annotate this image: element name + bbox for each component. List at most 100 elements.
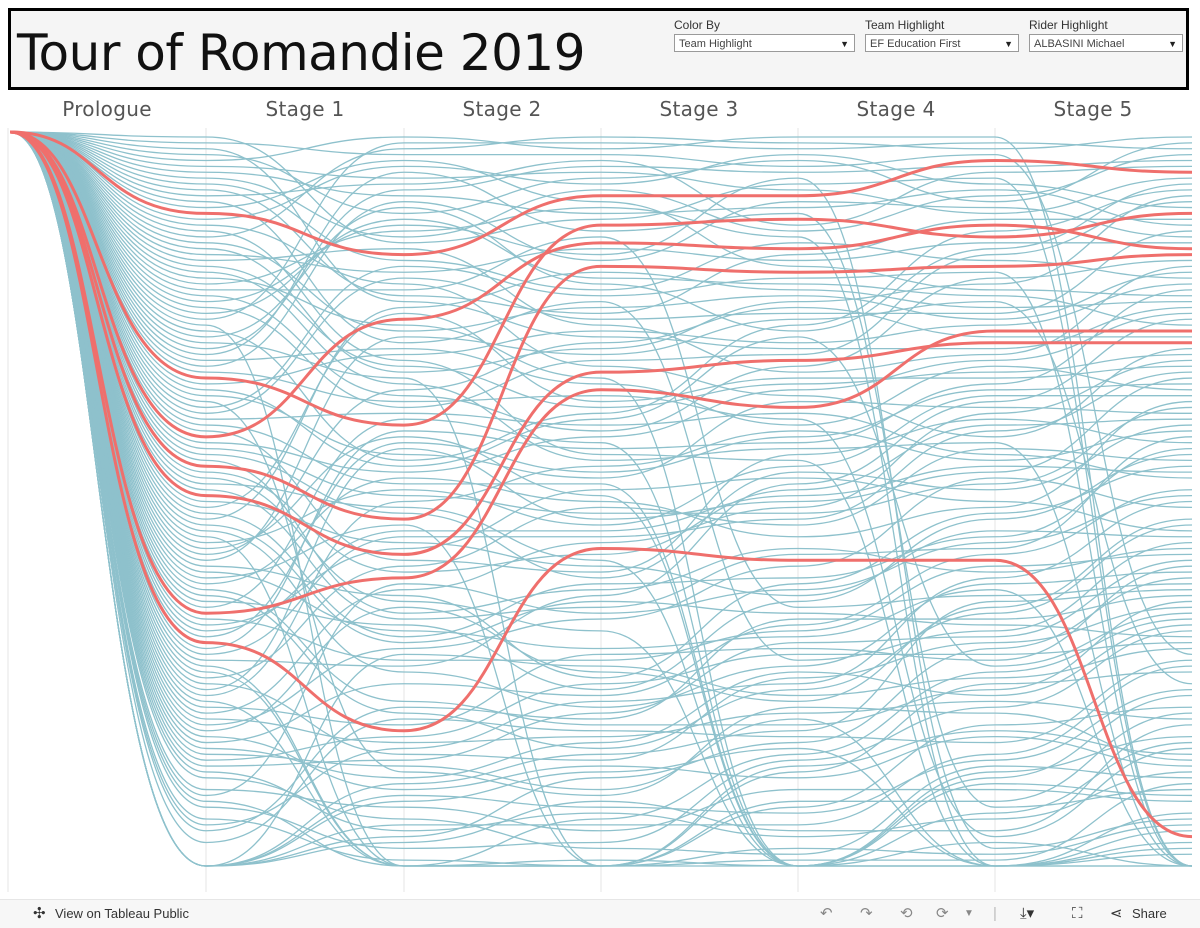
- share-button[interactable]: Share: [1132, 906, 1167, 921]
- rider-line: [9, 131, 1193, 656]
- rider-line: [9, 131, 1193, 867]
- rider-line: [9, 131, 1193, 838]
- rider-line: [9, 131, 1193, 291]
- tableau-icon: ✣: [33, 905, 46, 922]
- stage-label-stage-4: Stage 4: [856, 97, 936, 121]
- stage-label-stage-3: Stage 3: [659, 97, 739, 121]
- rider-line: [9, 131, 1193, 350]
- rider-line: [9, 131, 1193, 667]
- rider-line: [9, 131, 1193, 691]
- rider-line: [9, 131, 1193, 215]
- rider-line: [9, 131, 1193, 409]
- rider-line: [9, 131, 1193, 867]
- rider-line: [9, 131, 1193, 332]
- rider-line: [9, 131, 1193, 520]
- rider-line: [9, 131, 1193, 867]
- bump-chart: [7, 128, 1193, 892]
- rider-line: [9, 131, 1193, 867]
- download-icon[interactable]: ⤓▾: [1020, 905, 1035, 922]
- rider-line: [9, 131, 1193, 215]
- highlighted-rider-line: [9, 130, 1193, 439]
- rider-line: [9, 131, 1193, 573]
- stage-label-stage-5: Stage 5: [1053, 97, 1133, 121]
- dropdown-arrow-icon: ▼: [840, 39, 849, 49]
- rider-line: [9, 131, 1193, 744]
- highlighted-rider-line: [9, 130, 1193, 257]
- rider-line: [9, 131, 1193, 761]
- rider-line: [9, 131, 1193, 350]
- rider-line: [9, 131, 1193, 797]
- rider-line: [9, 131, 1193, 644]
- rider-line: [9, 131, 1193, 297]
- rider-line: [9, 131, 1192, 544]
- rider-line: [9, 131, 1193, 726]
- rider-line: [9, 131, 1193, 867]
- rider-line: [9, 131, 1193, 626]
- dropdown-arrow-icon: ▼: [1004, 39, 1013, 49]
- view-on-tableau-link[interactable]: View on Tableau Public: [55, 906, 189, 921]
- rider-line: [9, 131, 1193, 514]
- rider-line: [9, 131, 1193, 714]
- rider-line: [9, 131, 1193, 855]
- rider-line: [9, 131, 1193, 479]
- rider-highlight-select[interactable]: ALBASINI Michael ▼: [1029, 34, 1183, 52]
- tableau-footer: ✣ View on Tableau Public ↶ ↷ ⟲ ⟳ ▼ | ⤓▾ …: [0, 899, 1200, 928]
- rider-lines: [9, 131, 1193, 867]
- undo-icon[interactable]: ↶: [820, 905, 833, 922]
- rider-line: [9, 131, 1193, 238]
- rider-line: [9, 131, 1193, 608]
- highlighted-rider-line: [9, 130, 1193, 521]
- rider-line: [9, 131, 1193, 744]
- rider-line: [9, 131, 1193, 867]
- rider-line: [9, 131, 1193, 708]
- rider-line: [9, 131, 1193, 791]
- rider-line: [9, 131, 1193, 632]
- redo-icon[interactable]: ↷: [860, 905, 873, 922]
- rider-line: [9, 131, 1193, 867]
- rider-line: [9, 131, 1193, 656]
- rider-line: [9, 131, 1193, 867]
- revert-icon[interactable]: ⟲: [900, 905, 913, 922]
- rider-line: [9, 131, 1193, 479]
- rider-line: [9, 131, 1193, 867]
- share-icon[interactable]: ⋖: [1110, 905, 1123, 922]
- rider-line: [9, 131, 1193, 767]
- filter-label: Color By: [674, 18, 721, 32]
- divider-icon: |: [993, 905, 997, 922]
- rider-line: [9, 131, 1192, 867]
- rider-line: [9, 131, 1193, 473]
- rider-line: [9, 131, 1193, 220]
- refresh-icon[interactable]: ⟳: [936, 905, 949, 922]
- select-value: EF Education First: [870, 38, 961, 50]
- highlighted-rider-line: [9, 130, 1193, 839]
- rider-line: [9, 131, 1193, 585]
- stage-label-stage-2: Stage 2: [462, 97, 542, 121]
- select-value: ALBASINI Michael: [1034, 38, 1125, 50]
- rider-line: [9, 131, 1193, 832]
- fullscreen-icon[interactable]: ⛶: [1072, 905, 1083, 922]
- rider-line: [9, 131, 1193, 867]
- dropdown-icon[interactable]: ▼: [964, 908, 974, 919]
- select-value: Team Highlight: [679, 38, 752, 50]
- rider-line: [9, 131, 1193, 432]
- dashboard-title: Tour of Romandie 2019: [17, 24, 586, 82]
- dashboard-header: Tour of Romandie 2019 Color By Team High…: [8, 8, 1189, 90]
- rider-line: [9, 131, 1193, 867]
- rider-line: [9, 131, 1193, 691]
- rider-line: [9, 131, 1193, 832]
- rider-line: [9, 131, 1193, 726]
- rider-line: [9, 131, 1193, 726]
- rider-line: [9, 131, 1193, 373]
- rider-line: [9, 131, 1193, 638]
- rider-line: [9, 131, 1193, 409]
- filter-label: Team Highlight: [865, 18, 945, 32]
- rider-line: [9, 131, 1193, 867]
- rider-line: [9, 131, 1193, 661]
- highlighted-rider-line: [9, 130, 1192, 615]
- rider-line: [9, 131, 1193, 238]
- rider-line: [9, 131, 1193, 326]
- rider-line: [9, 131, 1193, 867]
- team-highlight-select[interactable]: EF Education First ▼: [865, 34, 1019, 52]
- rider-line: [9, 131, 1193, 838]
- color-by-select[interactable]: Team Highlight ▼: [674, 34, 855, 52]
